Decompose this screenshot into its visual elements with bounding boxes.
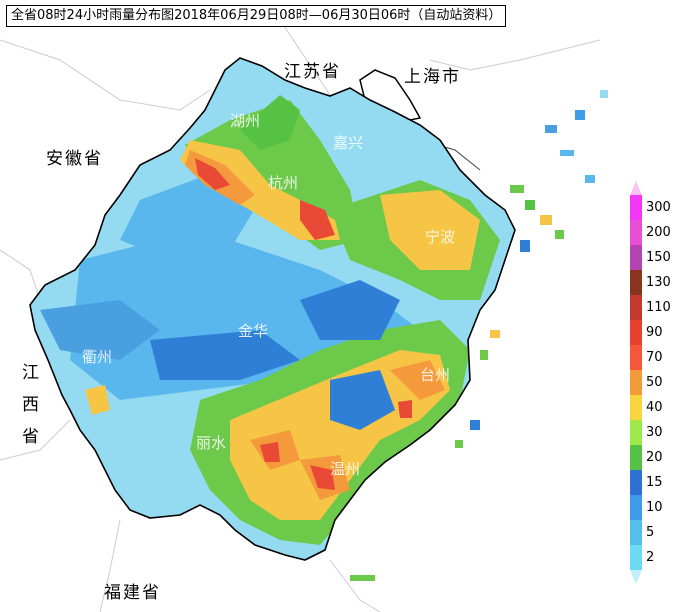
label-jinhua: 金华 [238, 322, 269, 340]
legend-colorbar [630, 181, 642, 584]
label-taizhou: 台州 [420, 366, 451, 384]
legend-label-50: 50 [646, 375, 663, 390]
label-lishui: 丽水 [196, 434, 227, 452]
label-anhui: 安徽省 [46, 149, 103, 169]
label-fujian: 福建省 [104, 583, 161, 603]
legend-label-15: 15 [646, 475, 663, 490]
legend-swatch-90 [630, 320, 642, 345]
zhejiang-outline [29, 57, 516, 561]
legend-label-40: 40 [646, 400, 663, 415]
legend-label-2: 2 [646, 550, 655, 565]
legend-label-200: 200 [646, 225, 671, 240]
legend-swatch-20 [630, 445, 642, 470]
legend-swatch-2 [630, 545, 642, 570]
legend-swatch-15 [630, 470, 642, 495]
legend-swatch-50 [630, 370, 642, 395]
legend-label-110: 110 [646, 300, 671, 315]
label-wenzhou: 温州 [330, 460, 361, 478]
legend-label-20: 20 [646, 450, 663, 465]
legend-swatch-70 [630, 345, 642, 370]
label-shanghai: 上海市 [404, 67, 461, 87]
label-quzhou: 衢州 [82, 348, 113, 366]
legend-label-30: 30 [646, 425, 663, 440]
label-jiangsu: 江苏省 [284, 62, 341, 82]
label-jiangxi-1: 江 [22, 363, 41, 383]
background-outlines [0, 19, 601, 612]
label-huzhou: 湖州 [230, 112, 261, 130]
legend-label-70: 70 [646, 350, 663, 365]
label-jiaxing: 嘉兴 [333, 134, 364, 152]
label-hangzhou: 杭州 [268, 174, 299, 192]
legend-arrow-top [630, 181, 642, 195]
legend-arrow-bottom [630, 570, 642, 584]
legend-swatch-300 [630, 195, 642, 220]
legend-swatch-130 [630, 270, 642, 295]
map-title: 全省08时24小时雨量分布图2018年06月29日08时—06月30日06时（自… [6, 5, 507, 27]
legend-swatch-200 [630, 220, 642, 245]
offshore-islands [350, 90, 608, 581]
legend-label-90: 90 [646, 325, 663, 340]
legend-label-10: 10 [646, 500, 663, 515]
legend-label-300: 300 [646, 200, 671, 215]
label-ningbo: 宁波 [425, 228, 456, 246]
legend-swatch-30 [630, 420, 642, 445]
legend-swatch-10 [630, 495, 642, 520]
legend-swatch-150 [630, 245, 642, 270]
legend-label-130: 130 [646, 275, 671, 290]
legend-swatch-110 [630, 295, 642, 320]
legend-swatch-40 [630, 395, 642, 420]
legend-label-5: 5 [646, 525, 655, 540]
legend-swatch-5 [630, 520, 642, 545]
label-jiangxi-3: 省 [22, 427, 41, 447]
legend-label-150: 150 [646, 250, 671, 265]
label-jiangxi-2: 西 [22, 395, 41, 415]
